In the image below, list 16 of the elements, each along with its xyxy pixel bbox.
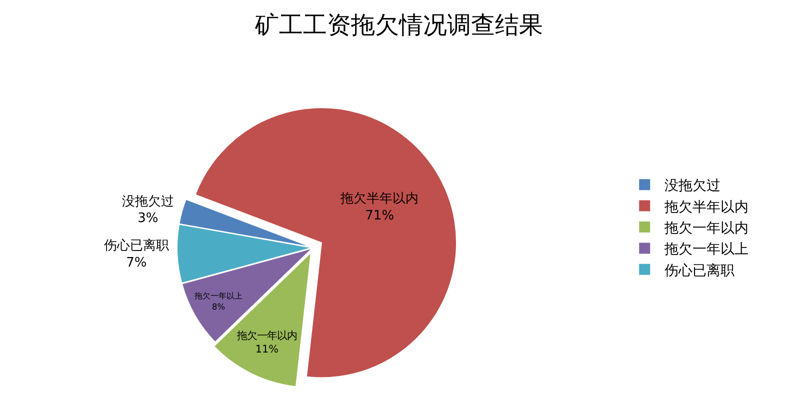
slice-label: 拖欠一年以上	[194, 290, 243, 301]
slice-label: 拖欠半年以内	[340, 192, 419, 207]
slice-label: 没拖欠过	[122, 194, 174, 210]
slice-label: 拖欠一年以内	[236, 330, 297, 342]
data-label: 11%	[255, 344, 279, 356]
legend-label: 伤心已离职	[664, 262, 735, 279]
data-label: 3%	[138, 211, 158, 226]
data-label: 71%	[365, 208, 394, 224]
data-label: 7%	[126, 255, 147, 270]
chart-title: 矿工工资拖欠情况调查结果	[254, 11, 543, 40]
legend-label: 拖欠半年以内	[664, 199, 749, 216]
slice-label: 伤心已离职	[104, 237, 169, 254]
legend-label: 拖欠一年以上	[664, 242, 749, 258]
data-label: 8%	[212, 301, 226, 312]
legend-label: 没拖欠过	[664, 178, 721, 194]
legend-label: 拖欠一年以内	[664, 220, 749, 236]
